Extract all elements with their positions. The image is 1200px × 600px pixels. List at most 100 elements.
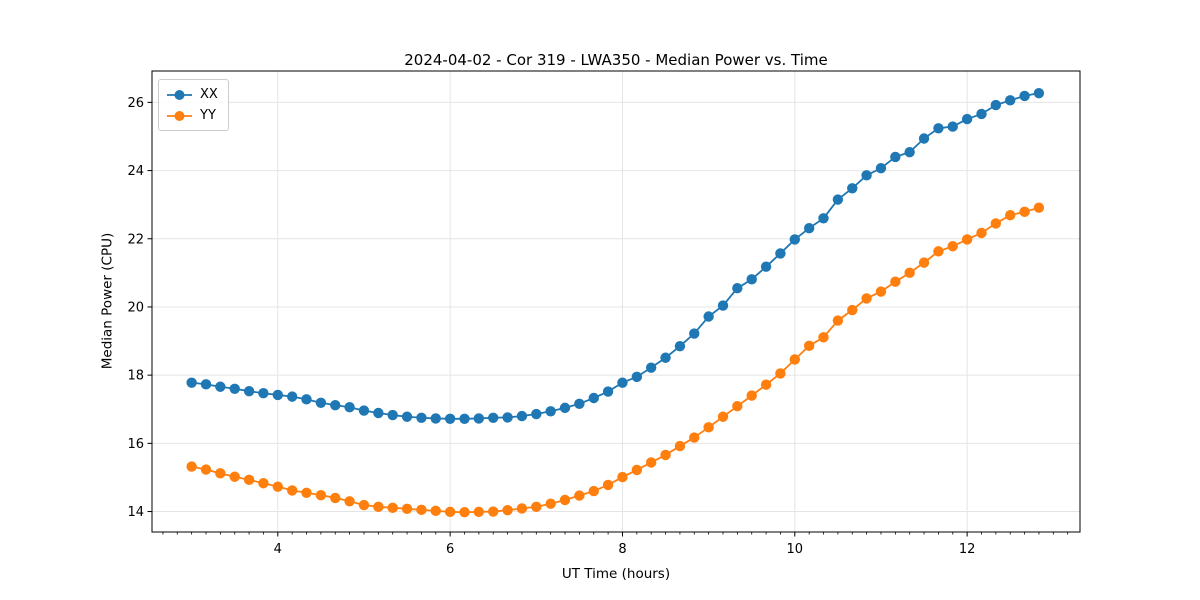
y-tick-label: 24 [127, 164, 144, 179]
series-yy-marker [459, 507, 470, 518]
series-yy-marker [660, 449, 671, 461]
series-xx-marker [775, 248, 786, 259]
series-xx-marker [588, 392, 599, 404]
series-xx-marker [918, 133, 930, 144]
y-tick-label: 26 [127, 96, 144, 111]
series-yy-marker [689, 432, 700, 443]
series-xx-marker [947, 121, 958, 132]
legend-item-xx: XX [166, 84, 218, 105]
series-yy-marker [645, 457, 657, 468]
series-xx-marker [531, 408, 542, 420]
series-xx-marker [473, 413, 485, 424]
series-yy-marker [444, 506, 456, 518]
y-axis-label: Median Power (CPU) [99, 232, 116, 370]
legend-label-yy: YY [200, 108, 216, 123]
series-yy-marker [330, 492, 341, 504]
series-yy-marker [602, 479, 614, 491]
series-yy-marker [947, 241, 958, 252]
series-xx-marker [961, 113, 973, 125]
series-xx-marker [602, 386, 614, 397]
series-yy-marker [732, 400, 743, 412]
series-yy-marker [617, 471, 628, 483]
series-yy-line [191, 206, 1040, 514]
series-yy-marker [875, 286, 887, 297]
series-xx-marker [401, 411, 413, 422]
series-xx-marker [631, 371, 643, 383]
series-yy-marker [243, 474, 255, 486]
series-yy-marker [1005, 210, 1016, 221]
series-xx-marker [444, 413, 456, 424]
series-yy-marker [286, 485, 298, 496]
legend-marker-yy [167, 110, 192, 121]
series-xx-marker [861, 170, 872, 181]
series-yy-marker [200, 464, 212, 475]
series-yy-marker [186, 461, 197, 472]
series-xx-marker [689, 328, 700, 339]
series-xx-marker [215, 381, 226, 392]
series-yy-marker [847, 304, 858, 316]
series-xx-marker [1005, 95, 1016, 106]
series-yy-marker [1019, 206, 1030, 218]
series-yy-marker [775, 368, 786, 379]
series-yy-marker [990, 218, 1002, 229]
series-xx-marker [1033, 87, 1045, 99]
series-xx-marker [574, 398, 585, 409]
series-yy-marker [832, 315, 844, 326]
series-yy-marker [1033, 202, 1045, 213]
series-yy-marker [918, 257, 930, 268]
series-xx-marker [330, 399, 341, 411]
series-yy-marker [961, 234, 973, 245]
series-xx-marker [559, 402, 571, 414]
series-xx-marker [660, 352, 671, 363]
series-yy-marker [301, 487, 312, 498]
series-xx-marker [746, 274, 757, 285]
series-xx-marker [990, 99, 1002, 111]
y-tick-label: 14 [127, 505, 144, 520]
series-yy-marker [574, 490, 585, 501]
series-yy-marker [430, 505, 441, 517]
x-tick-label: 10 [787, 542, 804, 557]
series-xx-marker [243, 385, 255, 397]
series-xx-marker [717, 300, 729, 311]
y-tick-label: 20 [127, 300, 144, 315]
series-xx-marker [358, 405, 370, 416]
series-yy-marker [789, 354, 800, 365]
series-xx-marker [1019, 90, 1030, 102]
series-xx-marker [545, 406, 556, 417]
legend-marker-xx [167, 89, 192, 100]
series-xx-marker [272, 389, 283, 401]
series-xx-marker [703, 311, 714, 322]
y-tick-label: 18 [127, 369, 144, 384]
series-xx-marker [847, 183, 858, 194]
series-xx-marker [387, 409, 398, 421]
series-xx-marker [645, 362, 657, 373]
x-tick-label: 4 [274, 542, 282, 557]
series-xx-marker [186, 377, 197, 388]
series-yy-marker [803, 340, 815, 352]
chart-title: 2024-04-02 - Cor 319 - LWA350 - Median P… [404, 51, 828, 69]
series-yy-marker [416, 504, 427, 516]
series-yy-marker [703, 422, 714, 433]
x-tick-label: 6 [446, 542, 454, 557]
series-yy-marker [559, 494, 571, 506]
series-xx-marker [373, 407, 384, 419]
series-xx-marker [488, 412, 499, 423]
series-yy-marker [516, 503, 528, 514]
series-yy-marker [258, 478, 269, 489]
series-yy-marker [861, 293, 872, 304]
series-yy-marker [229, 471, 240, 482]
series-xx-marker [904, 146, 915, 158]
x-axis-label: UT Time (hours) [561, 566, 671, 582]
series-xx-marker [502, 412, 513, 423]
series-yy-marker [272, 481, 283, 492]
series-xx-marker [315, 397, 327, 408]
series-xx-marker [286, 391, 298, 402]
series-yy-marker [760, 379, 772, 390]
series-yy-marker [502, 504, 513, 516]
series-yy-marker [401, 503, 413, 515]
series-xx-marker [789, 234, 800, 245]
series-yy-marker [473, 506, 485, 518]
series-yy-marker [315, 489, 327, 501]
